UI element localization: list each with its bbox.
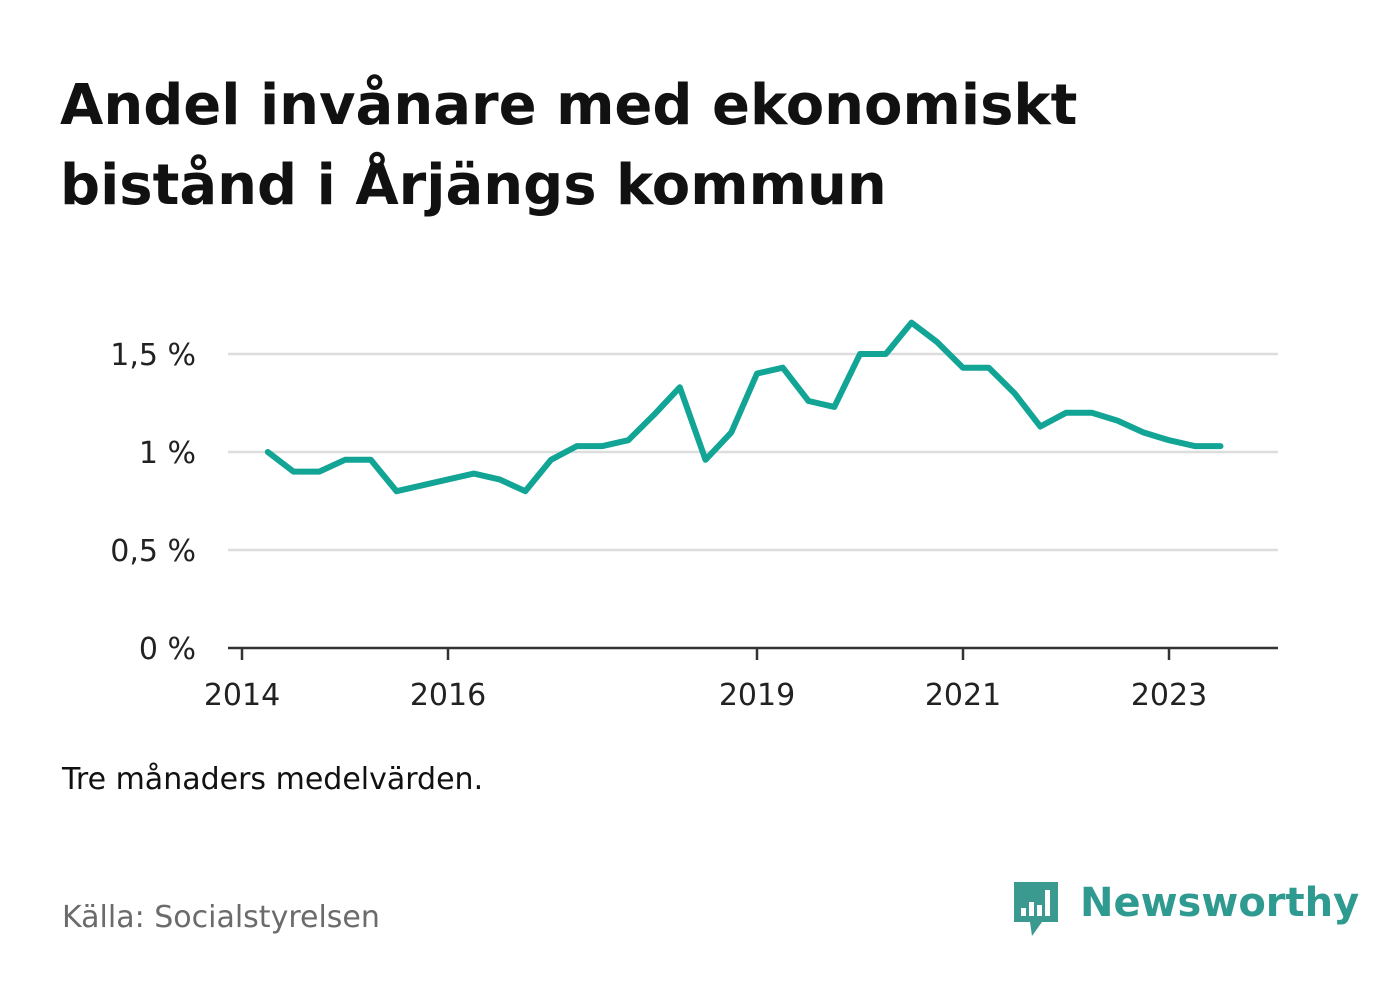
gridlines: [228, 352, 1278, 552]
y-tick-label: 0,5 %: [110, 534, 196, 569]
x-tick-label: 2019: [719, 678, 795, 713]
x-axis-ticks: 2014 2016 2019 2021 2023: [204, 648, 1207, 713]
y-tick-label: 0 %: [139, 632, 196, 667]
x-tick-label: 2021: [925, 678, 1001, 713]
x-tick-label: 2014: [204, 678, 280, 713]
chart-note: Tre månaders medelvärden.: [62, 762, 484, 797]
line-chart: 0 % 0,5 % 1 % 1,5 % 2014 2016 2019 2021 2023: [110, 319, 1278, 713]
y-axis-tick-labels: 0 % 0,5 % 1 % 1,5 %: [110, 338, 196, 667]
y-tick-label: 1,5 %: [110, 338, 196, 373]
brand-name: Newsworthy: [1080, 880, 1360, 926]
x-tick-label: 2016: [410, 678, 486, 713]
source-label: Källa: Socialstyrelsen: [62, 900, 380, 935]
y-tick-label: 1 %: [139, 436, 196, 471]
chart-title: Andel invånare med ekonomiskt bistånd i …: [60, 73, 1078, 218]
series-line: [264, 319, 1224, 495]
x-tick-label: 2023: [1131, 678, 1207, 713]
newsworthy-logo-icon: [1014, 882, 1058, 936]
